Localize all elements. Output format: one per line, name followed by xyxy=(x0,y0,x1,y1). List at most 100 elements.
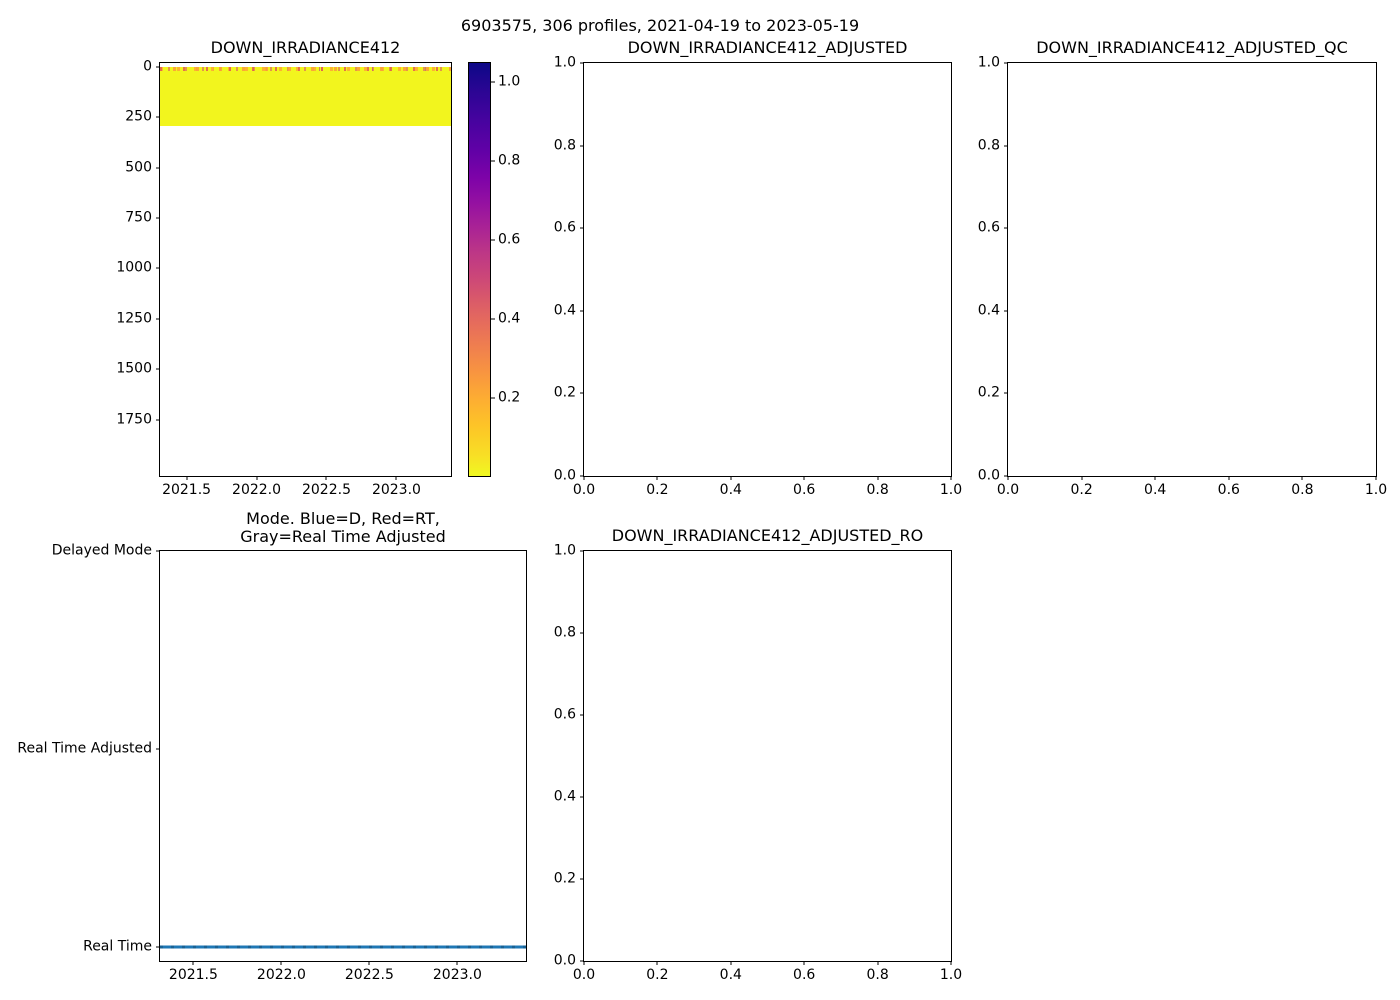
y-tick-mark xyxy=(580,632,584,634)
y-tick-mark xyxy=(580,960,584,962)
x-tick-label: 2022.5 xyxy=(301,482,351,498)
x-tick-label: 0.8 xyxy=(866,482,889,498)
x-tick-label: 0.8 xyxy=(866,967,889,983)
x-tick-label: 0.4 xyxy=(719,482,742,498)
y-tick-mark xyxy=(156,66,160,68)
x-tick-mark xyxy=(656,961,658,965)
y-tick-mark xyxy=(1004,392,1008,394)
y-tick-label: 0.6 xyxy=(977,219,1000,236)
y-tick-label: 0.6 xyxy=(553,706,576,723)
x-tick-mark xyxy=(395,476,397,480)
y-tick-mark xyxy=(1004,310,1008,312)
y-tick-mark xyxy=(1004,145,1008,147)
plot-area-mode: 2021.5 2022.0 2022.5 2023.0 Delayed Mode Real… xyxy=(17,543,527,983)
x-tick-mark xyxy=(583,476,585,480)
x-tick-mark xyxy=(192,961,194,965)
title-down-irradiance412-adjusted: DOWN_IRRADIANCE412_ADJUSTED xyxy=(627,38,908,57)
plot-area-down-irradiance412: 2021.5 2022.0 2022.5 2023.0 0 250 500 750 1000 12… xyxy=(116,59,452,498)
x-tick-label: 2023.0 xyxy=(432,967,482,983)
y-tick-mark xyxy=(156,550,160,552)
y-tick-label: 750 xyxy=(125,209,152,226)
y-tick-label: 0 xyxy=(143,58,152,75)
title-down-irradiance412-adjusted-ro: DOWN_IRRADIANCE412_ADJUSTED_RO xyxy=(611,526,924,545)
y-tick-mark xyxy=(156,748,160,750)
x-tick-mark xyxy=(256,476,258,480)
colorbar-tick-mark xyxy=(491,397,495,399)
x-tick-label: 0.2 xyxy=(646,482,669,498)
y-tick-label: 1.0 xyxy=(553,542,576,559)
plot-area-down-irradiance412-adjusted: 0.0 0.2 0.4 0.6 0.8 1.0 1.0 0.8 0.6 0.4 0.2 0.0 xyxy=(554,55,962,498)
x-tick-mark xyxy=(368,961,370,965)
title-down-irradiance412: DOWN_IRRADIANCE412 xyxy=(210,38,401,57)
y-tick-label: 0.4 xyxy=(553,302,576,319)
x-tick-label: 0.6 xyxy=(793,967,816,983)
y-tick-label: 0.0 xyxy=(977,467,1000,484)
x-tick-label: 2021.5 xyxy=(162,482,212,498)
title-mode: Mode. Blue=D, Red=RT, Gray=Real Time Adj… xyxy=(159,510,527,546)
colorbar-tick-label: 0.4 xyxy=(498,310,521,327)
colorbar-tick-mark xyxy=(491,318,495,320)
y-tick-mark xyxy=(1004,475,1008,477)
x-tick-label: 2022.5 xyxy=(344,967,394,983)
x-tick-label: 2022.0 xyxy=(256,967,306,983)
y-tick-mark xyxy=(156,368,160,370)
y-tick-label: 1.0 xyxy=(553,54,576,71)
y-tick-label: 0.8 xyxy=(977,137,1000,154)
y-tick-mark xyxy=(580,310,584,312)
y-tick-mark xyxy=(580,392,584,394)
y-tick-label: 1250 xyxy=(116,310,152,327)
y-tick-mark xyxy=(580,878,584,880)
x-tick-label: 2022.0 xyxy=(232,482,282,498)
x-tick-label: 1.0 xyxy=(939,482,963,498)
y-tick-label: 0.2 xyxy=(977,384,1000,401)
x-tick-label: 0.2 xyxy=(1070,482,1093,498)
y-tick-label: 250 xyxy=(125,108,152,125)
x-tick-mark xyxy=(803,961,805,965)
y-tick-label: 1500 xyxy=(116,360,152,377)
x-tick-label: 1.0 xyxy=(1364,482,1388,498)
title-down-irradiance412-adjusted-qc: DOWN_IRRADIANCE412_ADJUSTED_QC xyxy=(1036,38,1348,57)
y-tick-mark xyxy=(580,796,584,798)
heatmap-surface-band xyxy=(160,67,451,72)
y-tick-mark xyxy=(156,116,160,118)
colorbar-tick-mark xyxy=(491,239,495,241)
x-tick-label: 1.0 xyxy=(939,967,963,983)
heatmap-data-block xyxy=(160,67,451,127)
x-tick-mark xyxy=(877,476,879,480)
colorbar-tick-label: 0.2 xyxy=(498,389,521,406)
x-tick-mark xyxy=(803,476,805,480)
y-tick-mark xyxy=(580,714,584,716)
y-tick-mark xyxy=(580,227,584,229)
y-tick-label: Real Time xyxy=(83,938,152,955)
x-tick-label: 0.0 xyxy=(996,482,1020,498)
y-tick-mark xyxy=(1004,227,1008,229)
x-tick-mark xyxy=(325,476,327,480)
y-tick-label: Real Time Adjusted xyxy=(17,740,152,757)
x-tick-label: 2023.0 xyxy=(371,482,421,498)
x-tick-mark xyxy=(583,961,585,965)
y-tick-mark xyxy=(156,419,160,421)
x-tick-mark xyxy=(456,961,458,965)
y-tick-label: 0.2 xyxy=(553,870,576,887)
y-tick-label: Delayed Mode xyxy=(51,542,152,559)
y-tick-label: 1750 xyxy=(116,411,152,428)
plot-area-down-irradiance412-adjusted-qc: 0.0 0.2 0.4 0.6 0.8 1.0 1.0 0.8 0.6 0.4 0.2 0.0 xyxy=(978,55,1387,498)
x-tick-label: 0.2 xyxy=(646,967,669,983)
x-tick-mark xyxy=(280,961,282,965)
x-tick-mark xyxy=(656,476,658,480)
y-tick-mark xyxy=(580,62,584,64)
title-mode-line2: Gray=Real Time Adjusted xyxy=(240,527,446,546)
real-time-mode-line xyxy=(160,945,526,949)
y-tick-label: 0.2 xyxy=(553,384,576,401)
x-tick-mark xyxy=(950,961,952,965)
x-tick-mark xyxy=(186,476,188,480)
x-tick-mark xyxy=(1228,476,1230,480)
colorbar-tick-mark xyxy=(491,81,495,83)
y-tick-label: 0.4 xyxy=(553,788,576,805)
y-tick-mark xyxy=(580,145,584,147)
y-tick-mark xyxy=(156,267,160,269)
x-tick-mark xyxy=(1301,476,1303,480)
y-tick-label: 0.8 xyxy=(553,137,576,154)
colorbar-tick-mark xyxy=(491,160,495,162)
x-tick-label: 2021.5 xyxy=(168,967,218,983)
